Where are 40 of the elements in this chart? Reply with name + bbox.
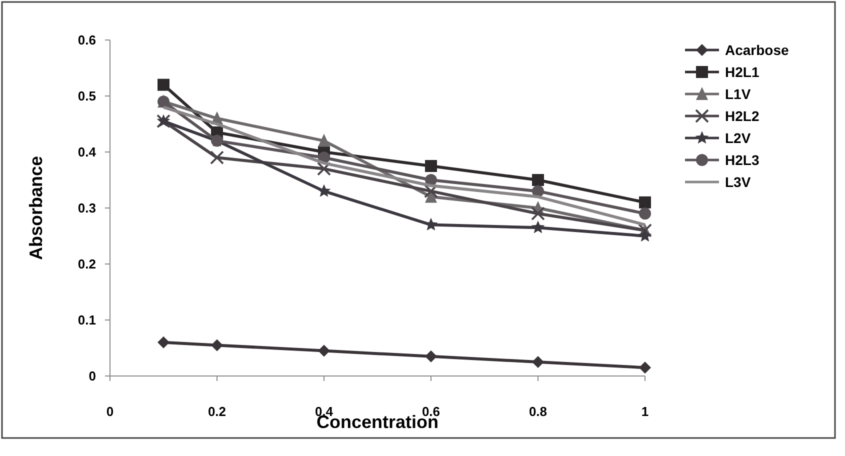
x-tick-label: 0.2 xyxy=(208,404,226,419)
point xyxy=(424,184,438,198)
y-tick-label: 0 xyxy=(88,368,96,384)
y-tick-label: 0.1 xyxy=(78,312,96,328)
point xyxy=(425,160,437,172)
x-tick-label: 0.8 xyxy=(528,404,548,419)
legend-label: H2L3 xyxy=(725,152,760,168)
y-tick-label: 0.5 xyxy=(78,88,96,104)
legend-label: L1V xyxy=(725,86,752,102)
legend-label: Acarbose xyxy=(725,42,790,58)
y-axis-title: Absorbance xyxy=(26,156,46,260)
point xyxy=(638,229,652,242)
point xyxy=(158,78,170,91)
point xyxy=(639,196,651,208)
point xyxy=(318,134,330,147)
point xyxy=(317,162,331,176)
point xyxy=(318,344,330,357)
point xyxy=(531,220,545,234)
y-tick-label: 0.3 xyxy=(78,200,96,216)
legend-label: L2V xyxy=(725,130,752,146)
legend-label: H2L2 xyxy=(725,108,760,124)
point xyxy=(639,208,651,220)
point xyxy=(317,184,331,197)
point xyxy=(211,339,223,352)
point xyxy=(425,350,437,362)
x-tick-label: 0 xyxy=(106,404,114,419)
x-tick-label: 1 xyxy=(641,404,649,419)
legend-label: H2L1 xyxy=(725,64,760,80)
point xyxy=(532,356,544,368)
y-tick-label: 0.2 xyxy=(78,256,96,272)
x-tick-label: 0.6 xyxy=(422,404,440,419)
point xyxy=(532,185,544,198)
point xyxy=(532,174,544,186)
legend-label: L3V xyxy=(725,174,752,190)
point xyxy=(158,336,170,348)
point xyxy=(639,362,651,374)
point xyxy=(210,150,224,165)
y-tick-label: 0.4 xyxy=(78,144,97,160)
y-tick-label: 0.6 xyxy=(78,32,96,48)
point xyxy=(531,206,545,221)
